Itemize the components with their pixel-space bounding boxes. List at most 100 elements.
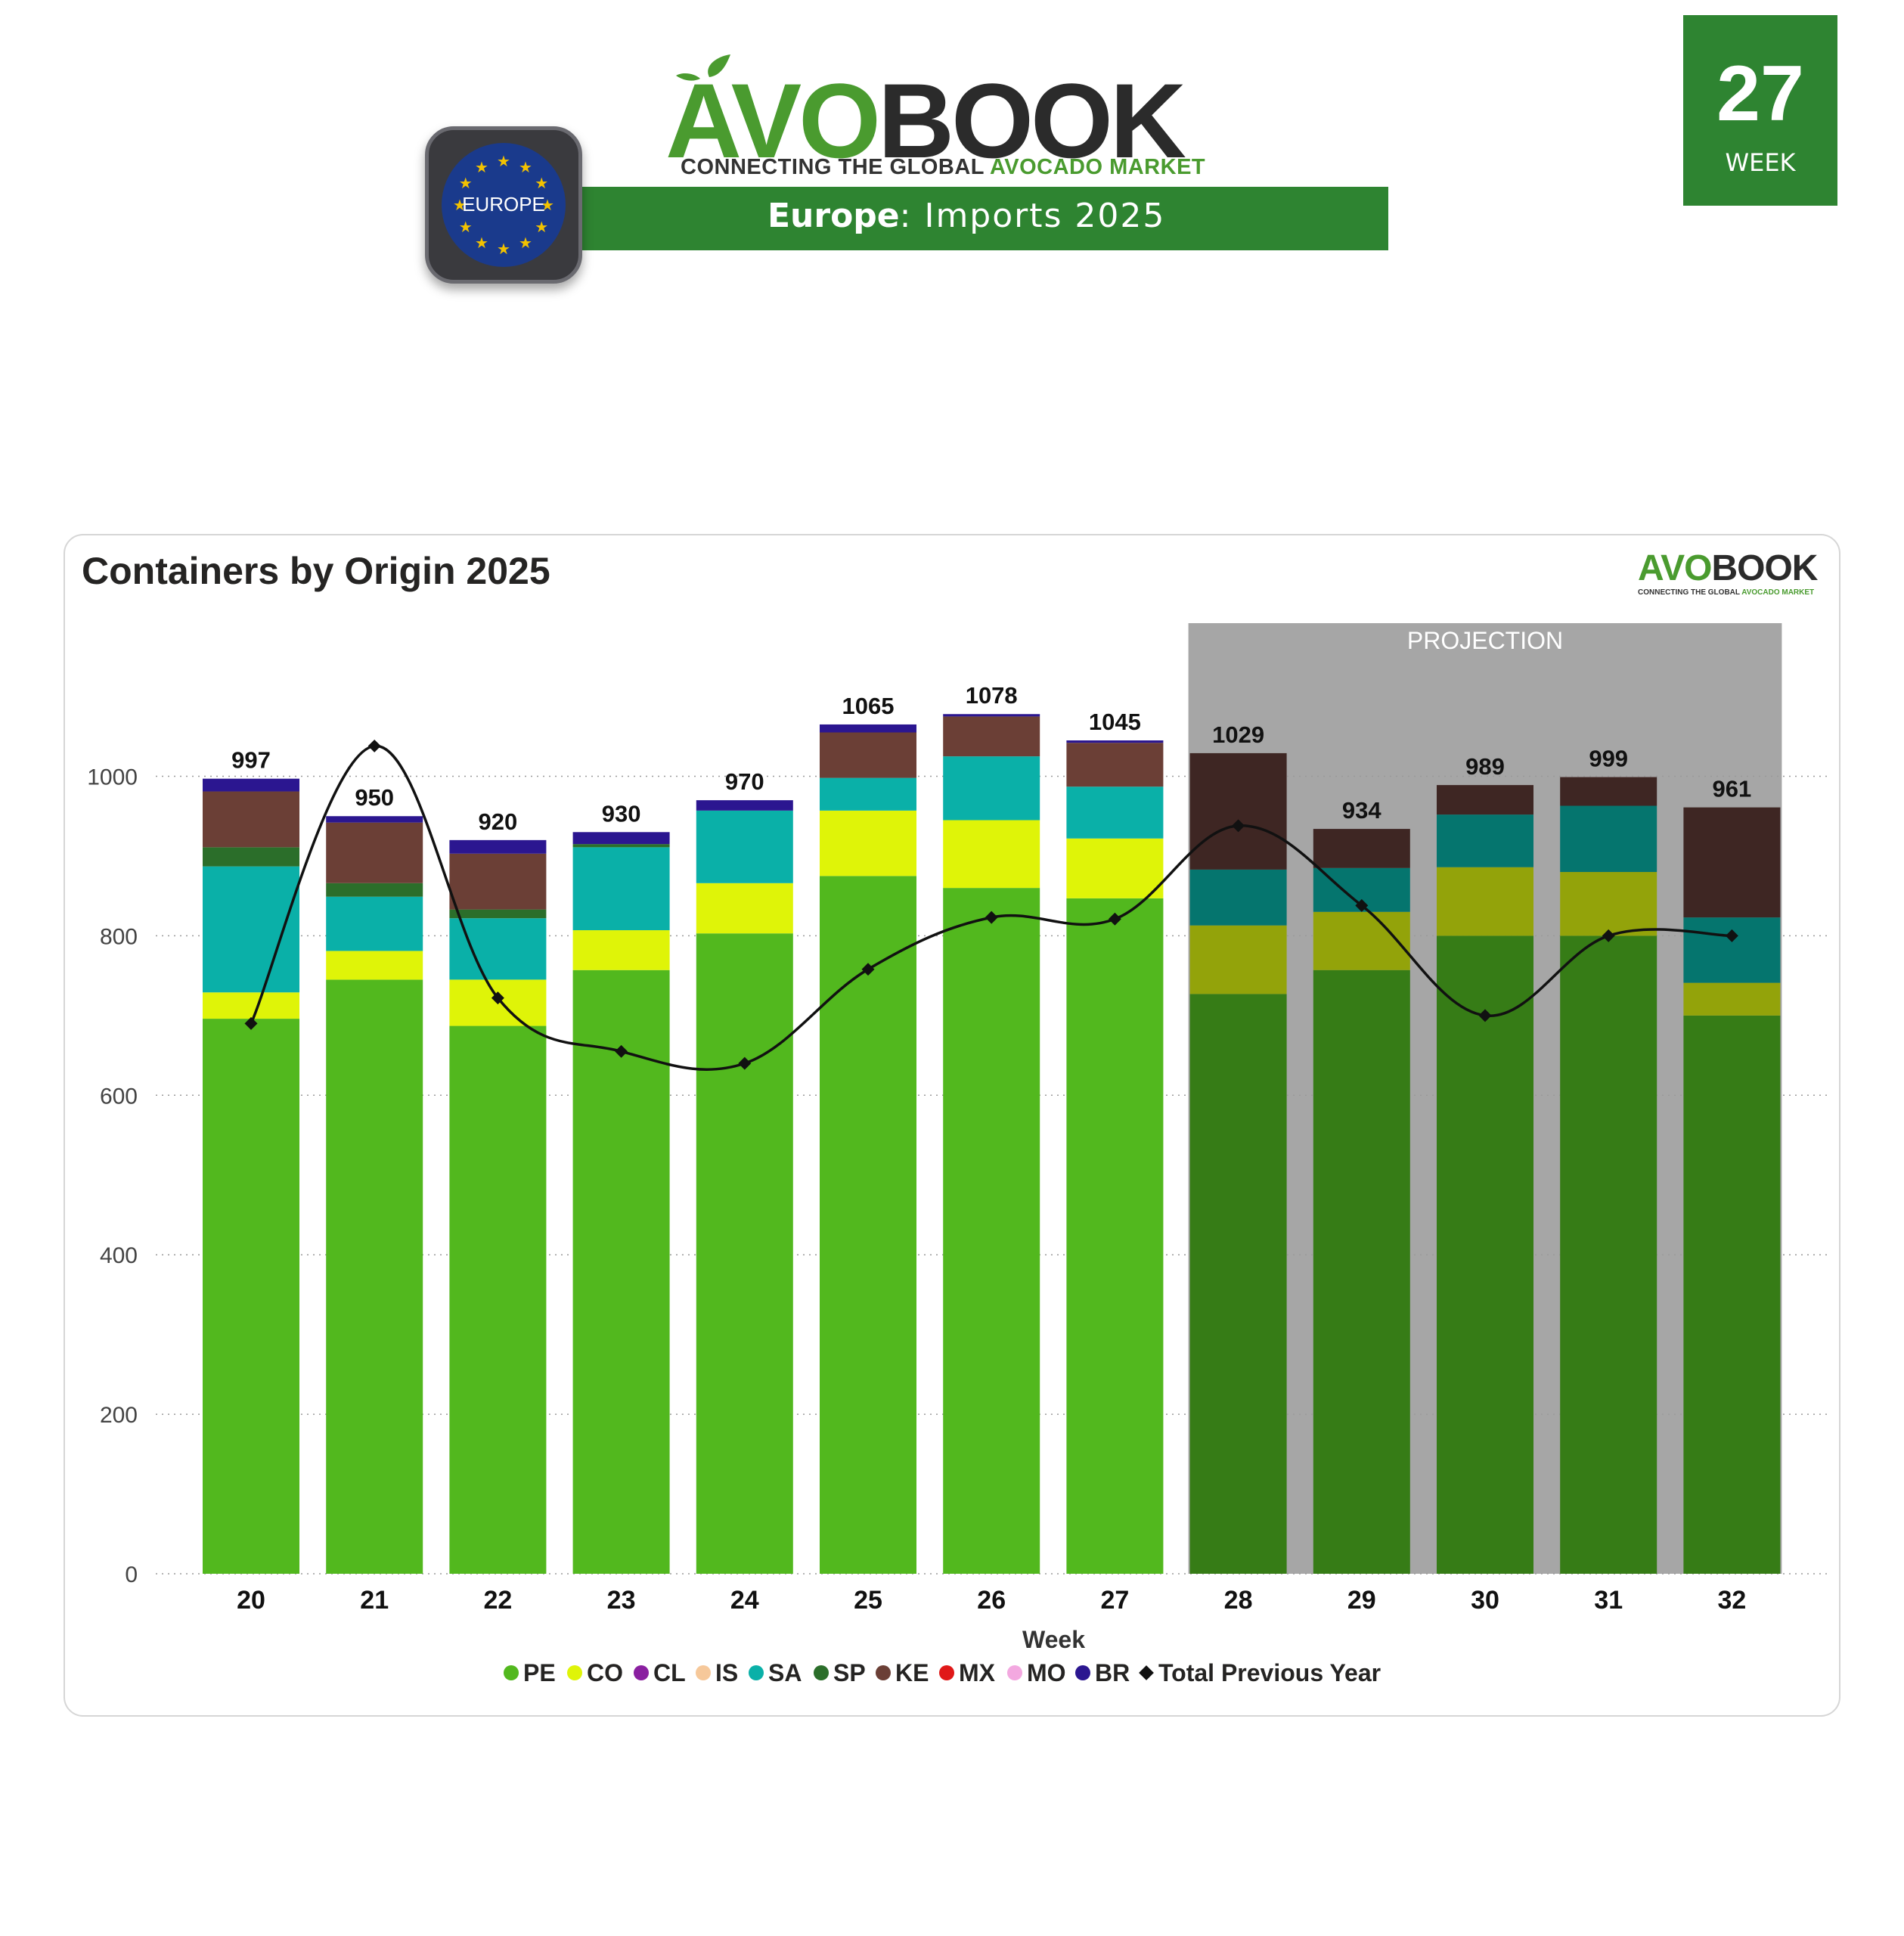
total-label: 1029 bbox=[1212, 721, 1264, 748]
x-tick-label: 23 bbox=[607, 1586, 636, 1615]
x-tick-label: 29 bbox=[1347, 1586, 1376, 1615]
bar-segment-co bbox=[820, 810, 916, 876]
bar-segment-sp bbox=[203, 847, 299, 867]
bar-segment-co bbox=[572, 930, 670, 970]
bar-segment-pe bbox=[943, 888, 1040, 1574]
star-icon: ★ bbox=[497, 154, 510, 170]
bar-segment-sa bbox=[572, 847, 670, 931]
star-icon: ★ bbox=[453, 197, 467, 214]
total-label: 970 bbox=[725, 768, 764, 795]
bar-segment-pe bbox=[1313, 970, 1410, 1574]
bar-segment-sa bbox=[696, 810, 793, 883]
total-label: 920 bbox=[479, 808, 518, 835]
legend-marker-mo bbox=[1007, 1665, 1022, 1680]
stacked-bar-chart: PROJECTION 0 200 400 600 800 1000 997 20 950 21 920… bbox=[87, 623, 1831, 1686]
bar-segment-ke bbox=[820, 732, 916, 778]
bar-segment-sa bbox=[1189, 869, 1287, 926]
total-label: 1045 bbox=[1089, 709, 1141, 735]
bar-segment-pe bbox=[1189, 994, 1287, 1574]
legend-label: PE bbox=[523, 1659, 556, 1686]
star-icon: ★ bbox=[535, 219, 548, 236]
bar-segment-ke bbox=[1560, 777, 1657, 806]
bar-segment-co bbox=[203, 992, 299, 1019]
previous-year-point bbox=[738, 1056, 752, 1070]
bar-segment-sp bbox=[572, 844, 670, 848]
x-tick-label: 30 bbox=[1471, 1586, 1499, 1615]
star-icon: ★ bbox=[459, 219, 473, 236]
europe-badge: ★ ★ ★ ★ ★ ★ ★ ★ ★ ★ ★ ★ EUROPE bbox=[425, 126, 582, 284]
y-tick-label: 0 bbox=[125, 1562, 138, 1587]
y-tick-label: 600 bbox=[100, 1084, 138, 1109]
star-icon: ★ bbox=[475, 160, 488, 176]
bar-segment-co bbox=[1313, 911, 1410, 970]
bar-segment-br bbox=[943, 714, 1040, 717]
chart-title: Containers by Origin 2025 bbox=[82, 550, 550, 592]
legend-marker-mx bbox=[939, 1665, 954, 1680]
bar-segment-br bbox=[449, 839, 547, 854]
x-tick-label: 31 bbox=[1594, 1586, 1623, 1615]
bar-segment-br bbox=[203, 778, 299, 792]
bar-segment-co bbox=[696, 883, 793, 934]
region-title: Europe: Imports 2025 bbox=[767, 197, 1166, 235]
bar-segment-br bbox=[572, 832, 670, 845]
projection-label: PROJECTION bbox=[1407, 627, 1563, 654]
x-tick-label: 32 bbox=[1717, 1586, 1746, 1615]
week-number: 27 bbox=[1716, 50, 1804, 138]
bar-segment-br bbox=[326, 816, 423, 823]
star-icon: ★ bbox=[497, 241, 510, 258]
previous-year-line bbox=[250, 744, 1732, 1072]
legend-label: BR bbox=[1095, 1659, 1130, 1686]
bar-segment-sp bbox=[449, 909, 547, 919]
chart-card: Containers by Origin 2025 AVOBOOK CONNEC… bbox=[64, 534, 1840, 1717]
total-label: 999 bbox=[1589, 746, 1628, 772]
previous-year-point bbox=[861, 963, 875, 976]
bar-segment-pe bbox=[1066, 898, 1164, 1574]
legend-label: SP bbox=[833, 1659, 866, 1686]
week-indicator: 27 WEEK bbox=[1683, 15, 1837, 206]
bar-segment-br bbox=[820, 724, 916, 733]
bar-segment-ke bbox=[1437, 785, 1533, 815]
bar-segment-sa bbox=[1683, 917, 1781, 983]
legend-label: MX bbox=[959, 1659, 996, 1686]
bar-segment-br bbox=[696, 800, 793, 811]
legend-marker-pe bbox=[504, 1665, 519, 1680]
mini-logo-avo: AVO bbox=[1638, 548, 1712, 588]
total-label: 997 bbox=[231, 747, 271, 774]
legend-marker-is bbox=[696, 1665, 711, 1680]
bar-segment-ke bbox=[1683, 807, 1781, 918]
bar-segment-ke bbox=[326, 822, 423, 883]
logo-avo-text: AVO bbox=[665, 61, 881, 180]
bar-segment-sa bbox=[449, 918, 547, 980]
x-tick-label: 26 bbox=[977, 1586, 1006, 1615]
bar-segment-ke bbox=[1189, 752, 1287, 870]
star-icon: ★ bbox=[535, 175, 548, 192]
star-icon: ★ bbox=[519, 160, 532, 176]
bar-segment-br bbox=[1066, 740, 1164, 743]
logo-book-text: BOOK bbox=[878, 61, 1186, 180]
x-tick-label: 24 bbox=[730, 1586, 759, 1615]
x-tick-label: 28 bbox=[1224, 1586, 1253, 1615]
bar-segment-sp bbox=[326, 883, 423, 897]
legend-marker-co bbox=[567, 1665, 582, 1680]
legend-label: MO bbox=[1027, 1659, 1066, 1686]
total-label: 950 bbox=[355, 784, 394, 811]
mini-logo-tagline: CONNECTING THE GLOBAL AVOCADO MARKET bbox=[1638, 588, 1815, 597]
legend-label: KE bbox=[895, 1659, 929, 1686]
bar-segment-pe bbox=[696, 933, 793, 1574]
legend-label: SA bbox=[768, 1659, 802, 1686]
bar-segment-sa bbox=[326, 896, 423, 951]
legend-marker-ke bbox=[876, 1665, 891, 1680]
legend-marker-sa bbox=[749, 1665, 764, 1680]
star-icon: ★ bbox=[519, 235, 532, 252]
x-axis-title: Week bbox=[1022, 1626, 1085, 1653]
x-tick-label: 27 bbox=[1100, 1586, 1129, 1615]
bar-segment-co bbox=[1189, 925, 1287, 994]
bar-segment-co bbox=[1437, 867, 1533, 936]
bar-segment-pe bbox=[1683, 1015, 1781, 1574]
region-title-bar: Europe: Imports 2025 bbox=[552, 187, 1388, 250]
total-label: 930 bbox=[602, 800, 641, 827]
eu-flag-icon: ★ ★★★★★★★★★★★ EUROPE bbox=[442, 143, 566, 267]
bar-segment-pe bbox=[203, 1019, 299, 1574]
avobook-logo: AVOBOOK CONNECTING THE GLOBAL AVOCADO MA… bbox=[665, 53, 1240, 189]
total-label: 1078 bbox=[966, 682, 1018, 709]
